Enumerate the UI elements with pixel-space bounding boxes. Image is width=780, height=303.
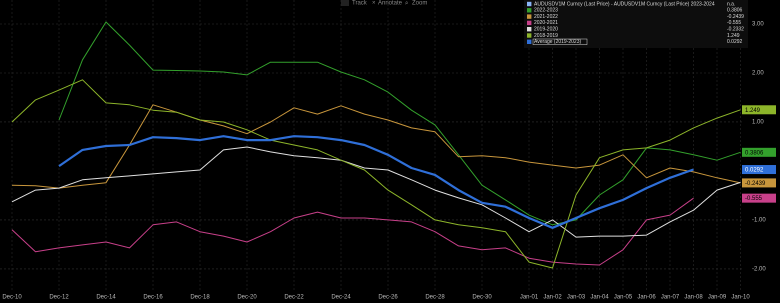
x-tick-label: Jan-07 xyxy=(661,295,680,301)
x-tick-label: Dec-30 xyxy=(472,295,492,301)
x-tick-label: Dec-20 xyxy=(237,295,257,301)
legend-label: AUDUSDV1M Curncy (Last Price) - AUDUSDV1… xyxy=(534,1,715,7)
series-line xyxy=(11,79,741,269)
value-tag xyxy=(742,193,776,203)
y-tick-label: 1.00 xyxy=(752,120,764,126)
x-tick-label: Jan-10 xyxy=(731,295,750,301)
y-tick-label: 3.00 xyxy=(752,22,764,28)
value-tag-label: 0.3806 xyxy=(745,150,764,156)
legend-value: -0.2439 xyxy=(727,14,744,20)
x-tick-label: Dec-16 xyxy=(143,295,163,301)
x-tick-label: Dec-28 xyxy=(425,295,445,301)
legend-label: 2018-2019 xyxy=(534,33,558,39)
legend-value: n.a. xyxy=(727,1,735,7)
value-tag xyxy=(742,165,776,175)
legend-swatch xyxy=(527,39,532,44)
legend-box xyxy=(524,0,748,48)
toolbar: Track × Annotate ⌕ Zoom xyxy=(341,0,427,7)
legend-value: 1.249 xyxy=(727,33,740,39)
x-tick-label: Jan-06 xyxy=(637,295,656,301)
x-tick-label: Jan-04 xyxy=(590,295,609,301)
series-line xyxy=(11,197,694,266)
y-tick-label: -1.00 xyxy=(752,218,766,224)
legend-value: 0.0292 xyxy=(727,39,743,45)
x-tick-label: Jan-09 xyxy=(708,295,727,301)
series-line xyxy=(58,135,694,229)
y-tick-label: -2.00 xyxy=(752,267,766,273)
legend-highlight xyxy=(532,38,588,45)
legend-value: 0.3806 xyxy=(727,8,743,14)
zoom-button[interactable]: Zoom xyxy=(412,1,427,7)
track-icon xyxy=(341,0,349,6)
x-tick-label: Jan-01 xyxy=(520,295,539,301)
legend: AUDUSDV1M Curncy (Last Price) - AUDUSDV1… xyxy=(524,0,748,48)
x-tick-label: Dec-10 xyxy=(2,295,22,301)
value-tag-label: -0.2439 xyxy=(745,181,766,187)
x-tick-label: Dec-24 xyxy=(331,295,351,301)
annotate-button[interactable]: Annotate xyxy=(378,1,403,7)
series-line xyxy=(58,21,741,226)
x-tick-label: Dec-22 xyxy=(284,295,304,301)
legend-label: 2022-2023 xyxy=(534,8,558,14)
value-tag xyxy=(742,147,776,157)
value-tag xyxy=(742,178,776,188)
series-line xyxy=(11,104,741,189)
x-tick-label: Jan-02 xyxy=(543,295,562,301)
legend-swatch xyxy=(527,27,532,32)
legend-swatch xyxy=(527,14,532,19)
legend-label: Average (2019-2023) xyxy=(534,39,581,45)
x-tick-label: Jan-05 xyxy=(614,295,633,301)
legend-value: -0.2332 xyxy=(727,27,744,33)
series-line xyxy=(11,146,741,238)
x-tick-label: Dec-18 xyxy=(190,295,210,301)
legend-swatch xyxy=(527,1,532,7)
x-tick-label: Dec-12 xyxy=(49,295,69,301)
annotate-icon: × xyxy=(372,1,376,7)
value-tag-label: 0.0292 xyxy=(745,168,764,174)
track-button[interactable]: Track xyxy=(352,1,368,7)
x-tick-label: Jan-03 xyxy=(567,295,586,301)
x-tick-label: Dec-26 xyxy=(378,295,398,301)
zoom-icon: ⌕ xyxy=(405,1,408,7)
legend-swatch xyxy=(527,33,532,38)
x-tick-label: Dec-14 xyxy=(96,295,116,301)
value-tag xyxy=(742,105,776,115)
x-tick-label: Jan-08 xyxy=(684,295,703,301)
value-tag-label: -0.555 xyxy=(745,196,763,202)
legend-label: 2019-2020 xyxy=(534,27,558,33)
legend-swatch xyxy=(527,20,532,26)
legend-value: -0.555 xyxy=(727,20,741,26)
legend-swatch xyxy=(527,8,532,13)
value-tag-label: 1.249 xyxy=(745,108,761,114)
y-tick-label: 2.00 xyxy=(752,71,764,77)
legend-label: 2021-2022 xyxy=(534,14,558,20)
legend-label: 2020-2021 xyxy=(534,20,558,26)
